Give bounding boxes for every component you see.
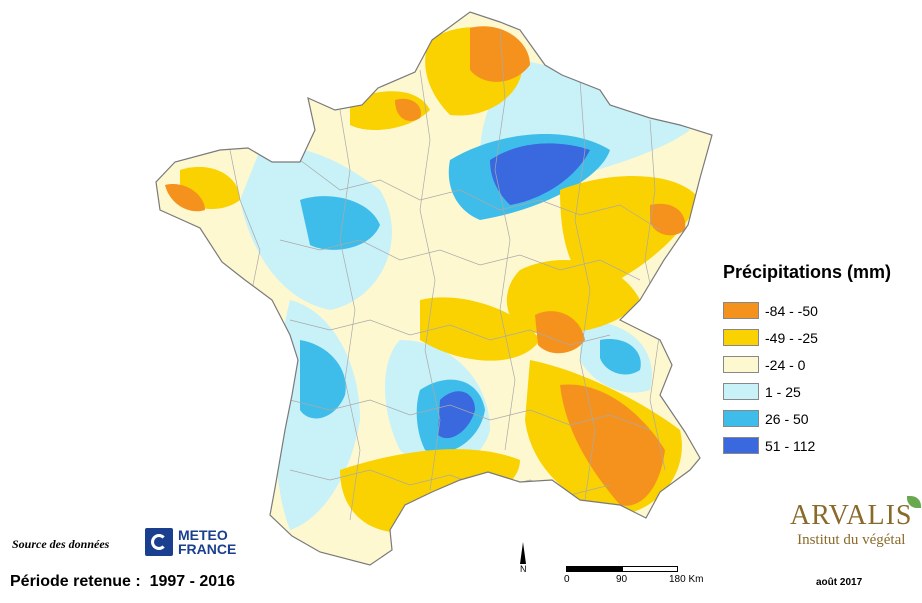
data-source-label: Source des données (12, 537, 110, 551)
legend-item: 1 - 25 (723, 378, 891, 405)
legend-label: -84 - -50 (765, 302, 818, 319)
legend-swatch (723, 437, 759, 454)
legend-swatch (723, 329, 759, 346)
legend: Précipitations (mm) -84 - -50 -49 - -25 -2… (723, 262, 891, 459)
legend-label: 51 - 112 (765, 437, 816, 454)
precipitation-zones (156, 12, 712, 565)
meteo-france-mark-icon (145, 528, 173, 556)
scale-bar-graphic (566, 566, 678, 572)
logo-line-1: METEO (178, 527, 228, 543)
legend-item: -84 - -50 (723, 297, 891, 324)
legend-item: -49 - -25 (723, 324, 891, 351)
scale-tick-90: 90 (616, 574, 628, 585)
arvalis-name: ARVALIS (790, 500, 913, 531)
logo-line-2: FRANCE (178, 541, 237, 557)
legend-label: 1 - 25 (765, 383, 801, 400)
scale-tick-180: 180 Km (669, 574, 704, 585)
arvalis-subtitle: Institut du végétal (797, 532, 906, 548)
legend-swatch (723, 302, 759, 319)
meteo-france-logo: METEO FRANCE (145, 528, 236, 556)
north-arrow: N (520, 542, 527, 574)
legend-label: -24 - 0 (765, 356, 806, 373)
period-label: Période retenue : 1997 - 2016 (10, 573, 235, 590)
north-label: N (520, 564, 527, 574)
legend-label: -49 - -25 (765, 329, 818, 346)
legend-swatch (723, 410, 759, 427)
leaf-icon (906, 496, 921, 508)
north-arrow-icon (520, 542, 527, 564)
legend-item: 51 - 112 (723, 432, 891, 459)
legend-title: Précipitations (mm) (723, 262, 892, 282)
legend-label: 26 - 50 (765, 410, 809, 427)
legend-swatch (723, 383, 759, 400)
france-outline (155, 11, 713, 566)
legend-item: -24 - 0 (723, 351, 891, 378)
department-boundaries (229, 29, 666, 521)
scale-bar: 0 90 180 Km (564, 566, 703, 586)
publication-date: août 2017 (816, 577, 863, 588)
legend-swatch (723, 356, 759, 373)
scale-tick-0: 0 (564, 574, 570, 585)
legend-item: 26 - 50 (723, 405, 891, 432)
arvalis-logo: ARVALIS Institut du végétal (790, 496, 921, 549)
